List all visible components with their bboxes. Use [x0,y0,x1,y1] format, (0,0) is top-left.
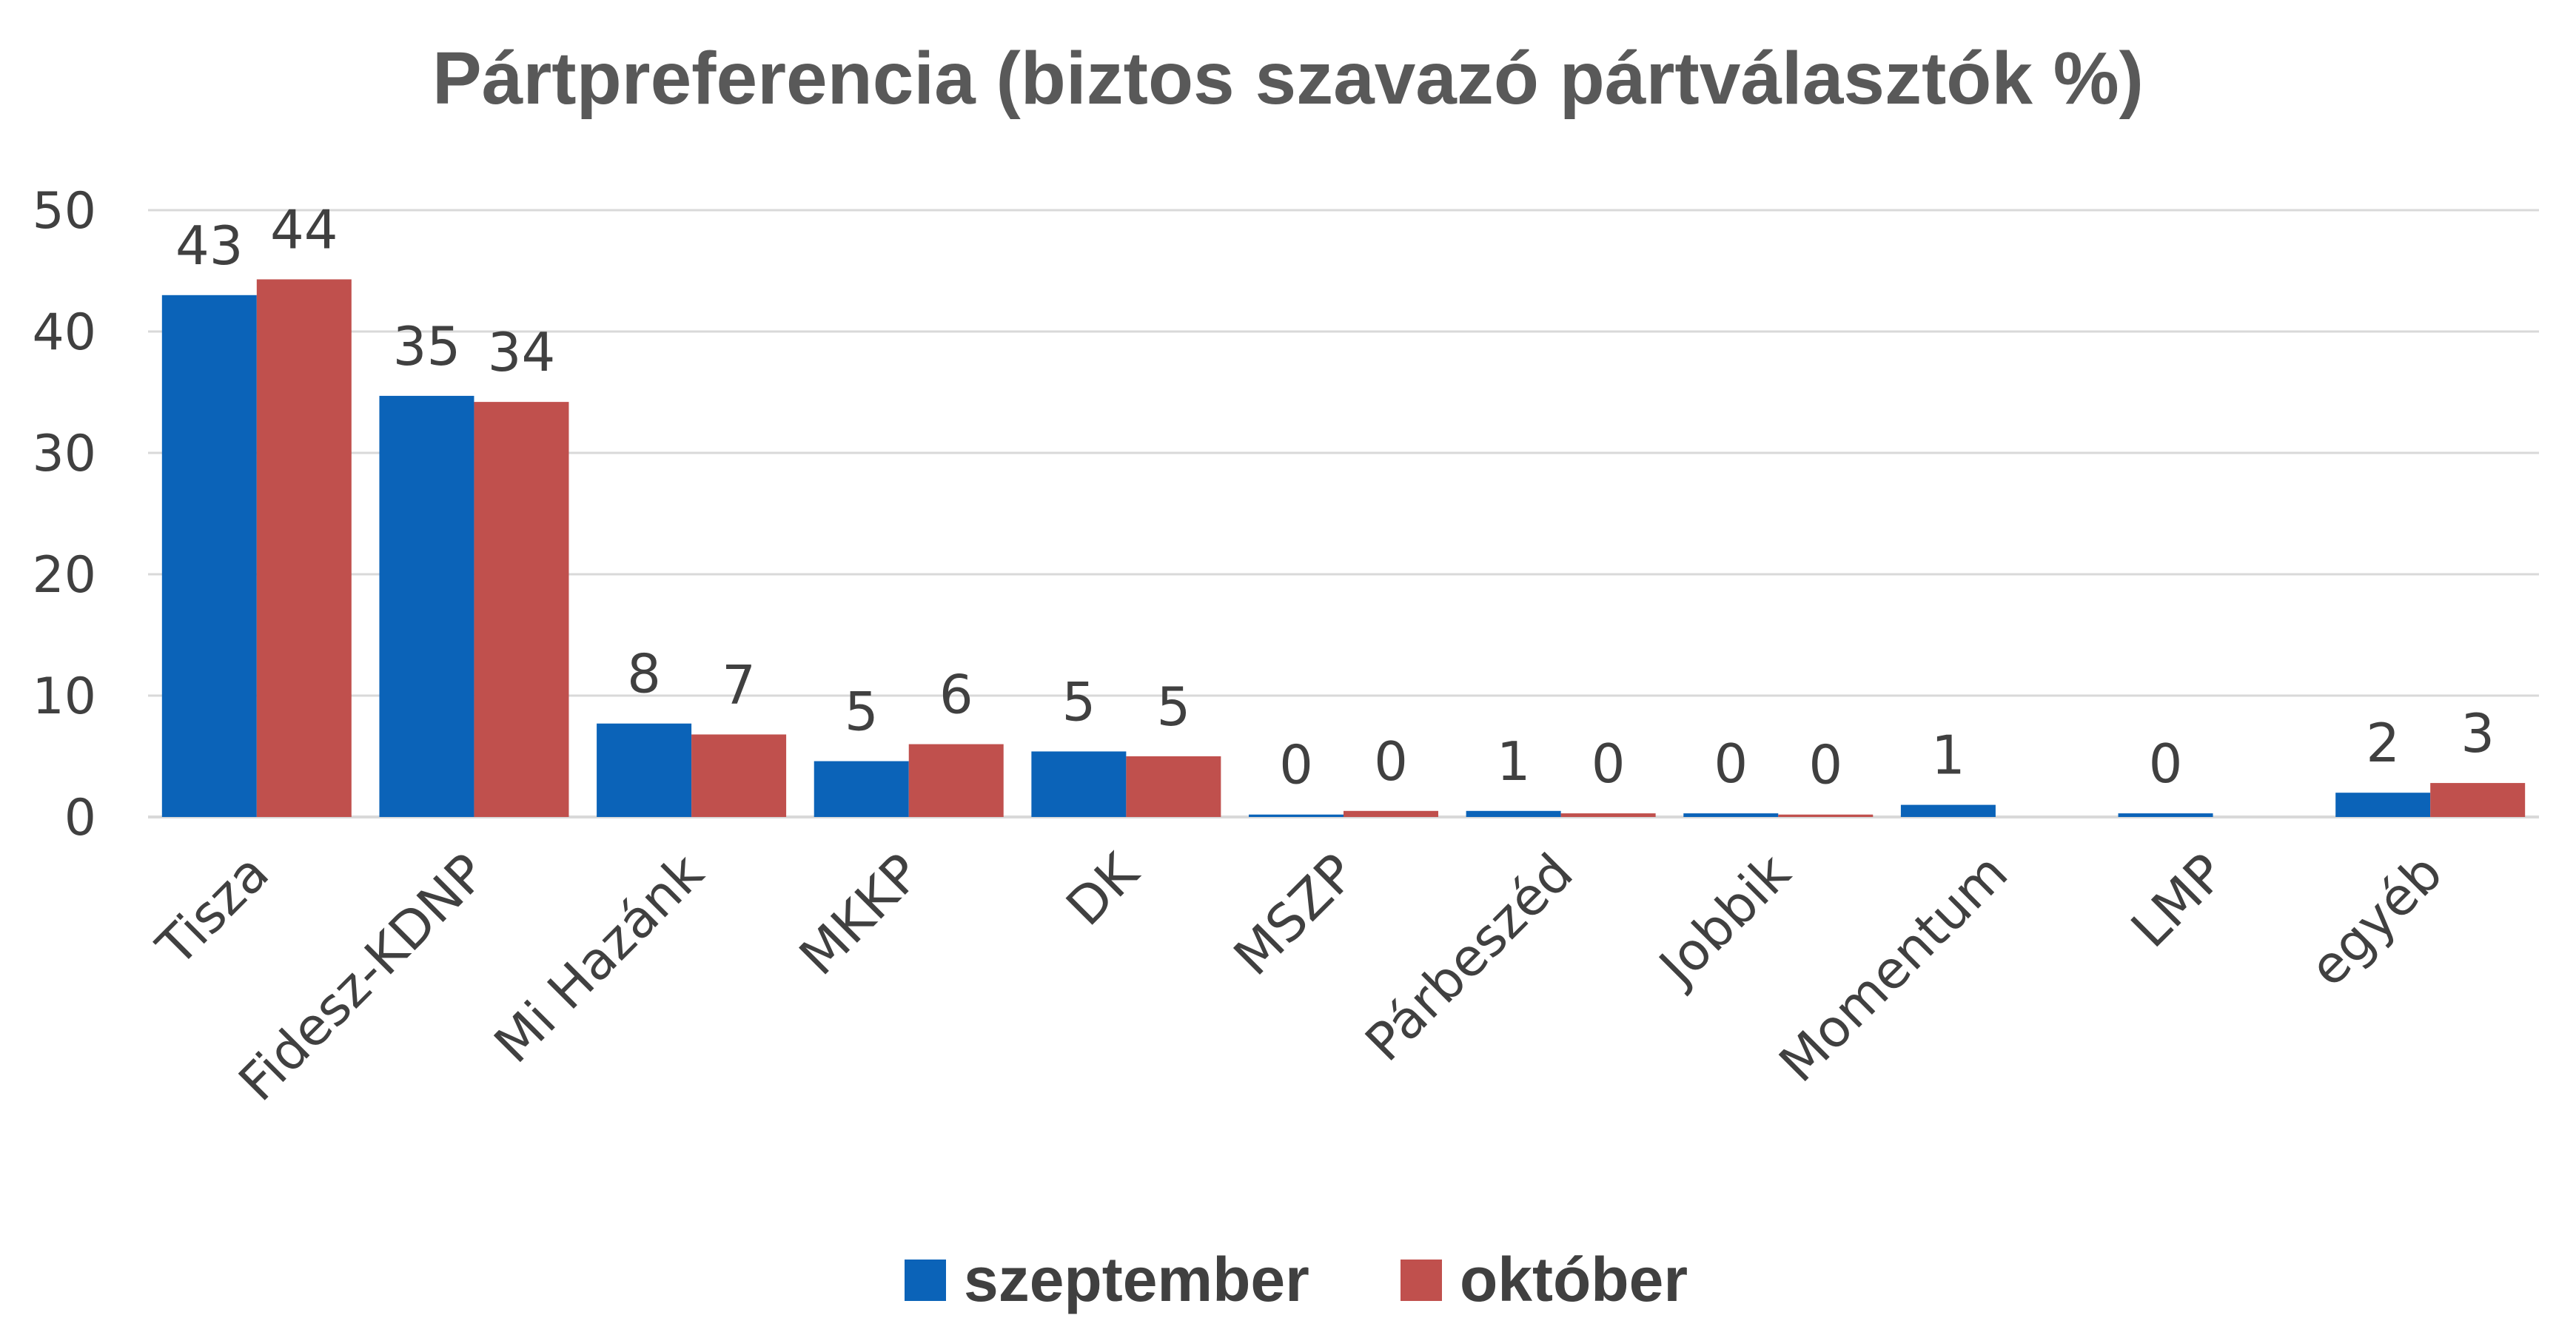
y-tick-label: 30 [32,425,96,483]
bar-október-DK [1126,756,1221,817]
bar-október-Jobbik [1778,814,1874,817]
data-label: 44 [270,198,338,260]
data-label: 7 [722,653,756,716]
legend: szeptember október [905,1245,1688,1314]
data-label: 0 [1808,734,1842,796]
x-tick-label: Tisza [145,842,281,978]
y-tick-label: 10 [32,668,96,726]
legend-label-október: október [1460,1245,1688,1314]
x-tick-label: Momentum [1768,842,2019,1094]
bar-szeptember-Fidesz-KDNP [379,395,474,817]
x-tick-label: MSZP [1222,842,1367,987]
x-tick-label: Jobbik [1646,842,1802,998]
x-tick-label: Mi Hazánk [483,842,715,1075]
data-label: 0 [1374,730,1408,793]
bar-október-Tisza [256,279,352,818]
x-tick-label: DK [1055,841,1151,938]
bar-szeptember-Mi Hazánk [597,723,692,817]
bar-október-MKKP [908,744,1004,817]
data-label: 0 [1591,733,1626,795]
bar-szeptember-MKKP [814,761,909,817]
bar-október-Mi Hazánk [691,734,787,817]
legend-swatch-szeptember [905,1260,946,1301]
y-tick-label: 40 [32,303,96,362]
legend-swatch-október [1401,1260,1442,1301]
data-label: 5 [845,681,879,743]
data-label: 6 [939,664,973,726]
bar-szeptember-Momentum [1900,804,1996,817]
bar-szeptember-Jobbik [1683,813,1779,817]
legend-label-szeptember: szeptember [964,1245,1309,1314]
data-label: 5 [1156,676,1190,738]
data-label: 5 [1061,670,1096,733]
data-label: 8 [627,643,661,705]
y-tick-label: 20 [32,546,96,605]
bar-szeptember-DK [1031,751,1127,817]
bar-szeptember-Tisza [161,295,257,817]
y-tick-label: 50 [32,182,96,241]
data-label: 1 [1931,724,1965,787]
bar-október-Párbeszéd [1560,813,1656,817]
bar-október-MSZP [1344,810,1438,817]
y-tick-label: 0 [64,789,96,847]
data-label: 34 [488,321,556,383]
bars [161,279,2526,818]
data-label: 1 [1497,730,1531,793]
x-tick-label: Párbeszéd [1354,842,1585,1073]
bar-szeptember-MSZP [1249,814,1344,817]
x-tick-label: egyéb [2298,842,2454,998]
x-tick-label: LMP [2119,842,2236,959]
bar-október-egyéb [2430,783,2526,817]
data-label: 0 [2149,733,2183,795]
bar-szeptember-LMP [2118,813,2213,817]
data-label: 0 [1279,734,1313,796]
bar-október-Fidesz-KDNP [474,402,569,817]
data-label: 0 [1714,733,1748,795]
data-label: 43 [175,215,244,277]
bar-szeptember-egyéb [2335,793,2431,817]
data-label: 35 [393,315,461,377]
x-tick-label: MKKP [788,842,932,986]
bar-szeptember-Párbeszéd [1466,810,1561,817]
y-axis-ticks: 0 10 20 30 40 50 [32,182,96,847]
chart-title: Pártpreferencia (biztos szavazó pártvála… [432,37,2144,120]
data-label: 2 [2366,712,2400,774]
data-label: 3 [2461,702,2495,764]
